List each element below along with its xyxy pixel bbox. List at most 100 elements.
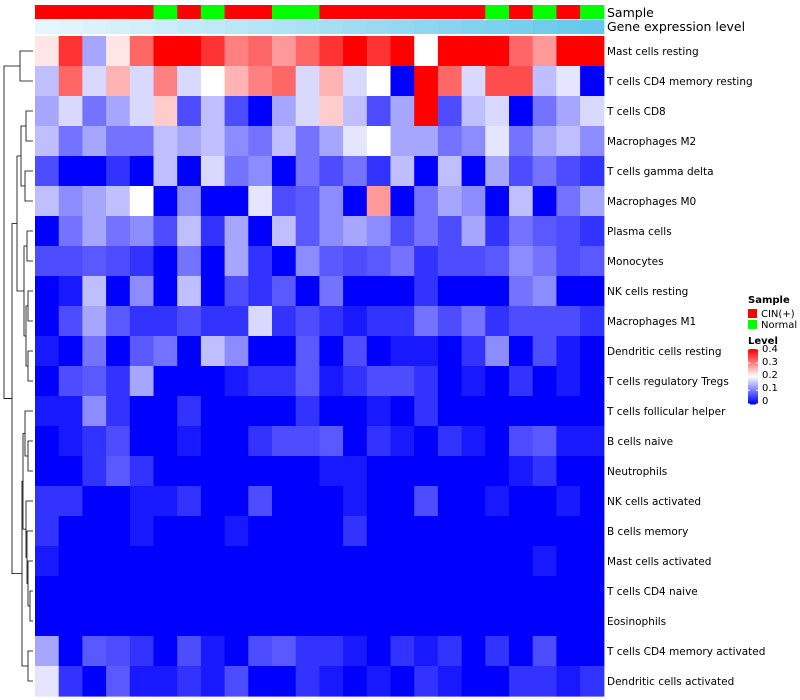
colorbar-step bbox=[748, 358, 758, 360]
heatmap-cell bbox=[224, 276, 249, 307]
row-dendrogram bbox=[3, 50, 33, 682]
heatmap-cell bbox=[509, 396, 534, 427]
heatmap-cell bbox=[485, 576, 510, 607]
heatmap-cell bbox=[390, 456, 415, 487]
heatmap-cell bbox=[272, 516, 297, 547]
heatmap-cell bbox=[319, 666, 344, 697]
heatmap-cell bbox=[82, 96, 107, 127]
heatmap-cell bbox=[129, 606, 155, 637]
heatmap-cell bbox=[414, 246, 439, 277]
sample-track-cell bbox=[319, 5, 344, 19]
heatmap-cell bbox=[177, 66, 202, 97]
heatmap-cell bbox=[177, 276, 202, 307]
colorbar-step bbox=[748, 375, 758, 377]
heatmap-cell bbox=[200, 636, 226, 667]
heatmap-cell bbox=[485, 606, 510, 637]
heatmap-cell bbox=[177, 216, 202, 247]
heatmap-cell bbox=[35, 156, 60, 187]
heatmap-cell bbox=[35, 216, 60, 247]
heatmap-cell bbox=[509, 36, 534, 67]
heatmap-cell bbox=[272, 306, 297, 337]
heatmap-cell bbox=[390, 126, 415, 157]
heatmap-cell bbox=[580, 216, 605, 247]
heatmap-cell bbox=[35, 456, 60, 487]
heatmap-cell bbox=[343, 126, 368, 157]
row-label: T cells gamma delta bbox=[606, 166, 714, 178]
legend-label-normal: Normal bbox=[761, 320, 797, 331]
heatmap-cell bbox=[295, 96, 320, 127]
heatmap-cell bbox=[580, 486, 605, 517]
heatmap-cell bbox=[532, 276, 557, 307]
heatmap-cell bbox=[485, 246, 510, 277]
heatmap-cell bbox=[82, 156, 107, 187]
heatmap-cell bbox=[35, 516, 60, 547]
heatmap-cell bbox=[58, 186, 83, 217]
heatmap-cell bbox=[224, 336, 249, 367]
heatmap-cell bbox=[82, 516, 107, 547]
heatmap-cell bbox=[437, 246, 463, 277]
colorbar-step bbox=[748, 364, 758, 366]
expression-track-cell bbox=[437, 20, 463, 34]
expression-track-cell bbox=[153, 20, 178, 34]
heatmap-cell bbox=[509, 456, 534, 487]
heatmap-cell bbox=[272, 216, 297, 247]
heatmap-cell bbox=[58, 216, 83, 247]
heatmap-cell bbox=[295, 276, 320, 307]
heatmap-cell bbox=[319, 96, 344, 127]
heatmap-cell bbox=[58, 96, 83, 127]
heatmap-cell bbox=[319, 636, 344, 667]
heatmap-cell bbox=[366, 606, 392, 637]
sample-track-cell bbox=[153, 5, 178, 19]
heatmap-cell bbox=[366, 636, 392, 667]
expression-track-cell bbox=[58, 20, 83, 34]
sample-track-cell bbox=[272, 5, 297, 19]
heatmap-cell bbox=[177, 126, 202, 157]
expression-track-cell bbox=[272, 20, 297, 34]
heatmap-cell bbox=[153, 396, 178, 427]
heatmap-cell bbox=[580, 606, 605, 637]
heatmap-cell bbox=[248, 276, 273, 307]
heatmap-cell bbox=[200, 306, 226, 337]
heatmap-cell bbox=[509, 336, 534, 367]
sample-track-cell bbox=[461, 5, 486, 19]
heatmap-cell bbox=[248, 216, 273, 247]
heatmap-cell bbox=[200, 396, 226, 427]
row-label: T cells CD4 naive bbox=[606, 586, 698, 598]
heatmap-cell bbox=[248, 456, 273, 487]
sample-track-cell bbox=[106, 5, 131, 19]
colorbar-step bbox=[748, 382, 758, 384]
heatmap-cell bbox=[248, 156, 273, 187]
heatmap-cell bbox=[153, 606, 178, 637]
heatmap-cell bbox=[532, 636, 557, 667]
heatmap-cell bbox=[224, 636, 249, 667]
expression-track-cell bbox=[177, 20, 202, 34]
heatmap-cell bbox=[414, 306, 439, 337]
heatmap-cell bbox=[272, 186, 297, 217]
heatmap-cell bbox=[532, 396, 557, 427]
row-label: T cells follicular helper bbox=[606, 406, 726, 418]
heatmap-cell bbox=[200, 66, 226, 97]
heatmap-cell bbox=[224, 546, 249, 577]
heatmap-cell bbox=[461, 306, 486, 337]
heatmap-cell bbox=[532, 426, 557, 457]
heatmap-cell bbox=[532, 156, 557, 187]
heatmap-cell bbox=[485, 36, 510, 67]
heatmap-cell bbox=[390, 246, 415, 277]
heatmap-cell bbox=[224, 666, 249, 697]
heatmap-cell bbox=[200, 666, 226, 697]
row-label: B cells naive bbox=[607, 436, 673, 448]
row-label: Dendritic cells activated bbox=[607, 676, 734, 688]
colorbar-step bbox=[748, 395, 758, 397]
heatmap-cell bbox=[461, 486, 486, 517]
dendrogram-link bbox=[23, 245, 27, 337]
dendrogram-link bbox=[24, 170, 33, 202]
heatmap-cell bbox=[35, 396, 60, 427]
heatmap-cell bbox=[343, 636, 368, 667]
colorbar-step bbox=[748, 392, 758, 394]
heatmap-cell bbox=[437, 336, 463, 367]
heatmap-cell bbox=[509, 636, 534, 667]
colorbar-step bbox=[748, 402, 758, 404]
row-label: Macrophages M0 bbox=[607, 196, 696, 208]
heatmap-cell bbox=[224, 66, 249, 97]
